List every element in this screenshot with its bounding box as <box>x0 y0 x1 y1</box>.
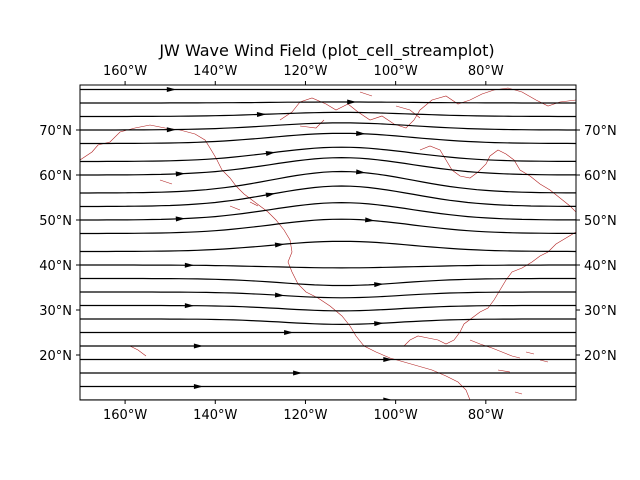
streamline-arrow <box>274 242 285 248</box>
streamline-arrow <box>175 216 186 222</box>
lat-tick-label-right: 60°N <box>584 169 617 184</box>
coastline-mid-islands <box>129 91 421 357</box>
streamline <box>80 218 576 235</box>
lat-tick-label-right: 50°N <box>584 214 617 229</box>
lat-tick-label-left: 40°N <box>39 259 72 274</box>
lat-tick-label-right: 70°N <box>584 124 617 139</box>
lat-tick-label-right: 30°N <box>584 304 617 319</box>
lat-tick-label-left: 50°N <box>39 214 72 229</box>
streamline <box>80 264 576 269</box>
lat-tick-label-left: 70°N <box>39 124 72 139</box>
streamline <box>80 291 576 299</box>
streamline <box>80 132 576 145</box>
lon-tick-label-top: 160°W <box>103 64 147 79</box>
streamline <box>80 156 576 176</box>
streamline <box>80 122 576 131</box>
coastline-caribbean <box>469 339 549 395</box>
axis-ticks: 160°W 160°W 140°W 140°W 120°W 120°W 100°W 100°W… <box>39 64 617 423</box>
streamline-arrow <box>166 127 177 133</box>
streamline-arrow <box>374 282 384 288</box>
streamline-arrow <box>356 130 366 136</box>
coastline-alaska-canada <box>80 124 471 400</box>
streamline-arrow <box>383 397 393 400</box>
streamline-arrow <box>193 343 204 349</box>
streamline <box>80 146 576 163</box>
lon-tick-label-bottom: 160°W <box>103 408 147 423</box>
map-frame <box>79 84 577 401</box>
streamline <box>80 170 576 194</box>
streamline-arrow <box>184 262 195 268</box>
lon-tick-label-bottom: 80°W <box>468 408 504 423</box>
streamline-arrow <box>284 330 294 335</box>
lon-tick-label-top: 120°W <box>283 64 327 79</box>
streamline-arrow <box>193 384 204 389</box>
lon-tick-label-top: 140°W <box>193 64 237 79</box>
streamline <box>80 185 576 208</box>
streamline-arrow <box>383 357 393 362</box>
streamline <box>80 101 576 104</box>
map-title: JW Wave Wind Field (plot_cell_streamplot… <box>158 41 494 61</box>
streamline-arrow <box>374 321 384 327</box>
streamline-arrow <box>256 112 267 117</box>
coastline-arctic-islands <box>279 87 576 129</box>
lon-tick-label-top: 80°W <box>468 64 504 79</box>
lat-tick-label-right: 40°N <box>584 259 617 274</box>
lon-tick-label-bottom: 120°W <box>283 408 327 423</box>
coastline-east-coast <box>403 231 576 347</box>
streamline-arrow <box>356 169 366 175</box>
streamline-arrow <box>175 171 186 177</box>
lon-tick-label-top: 100°W <box>374 64 418 79</box>
lat-tick-label-right: 20°N <box>584 349 617 364</box>
streamline-arrow <box>293 370 303 376</box>
streamline <box>80 318 576 326</box>
streamline-arrow <box>365 217 375 223</box>
streamline-arrow <box>274 292 285 298</box>
lat-tick-label-left: 30°N <box>39 304 72 319</box>
coastlines <box>80 87 576 400</box>
streamline-arrow <box>265 192 276 198</box>
lon-tick-label-bottom: 140°W <box>193 408 237 423</box>
streamline <box>80 111 576 118</box>
lon-tick-label-bottom: 100°W <box>374 408 418 423</box>
streamline-arrow <box>184 303 195 309</box>
lat-tick-label-left: 20°N <box>39 349 72 364</box>
streamline <box>80 277 576 287</box>
coastline-hudson-bay <box>419 145 576 213</box>
streamline-arrow <box>166 87 177 92</box>
streamline <box>80 201 576 221</box>
streamline-arrow <box>347 99 357 105</box>
streamlines <box>80 87 576 400</box>
streamline <box>80 240 576 253</box>
streamline <box>80 304 576 312</box>
lat-tick-label-left: 60°N <box>39 169 72 184</box>
streamline-arrow <box>265 151 276 156</box>
